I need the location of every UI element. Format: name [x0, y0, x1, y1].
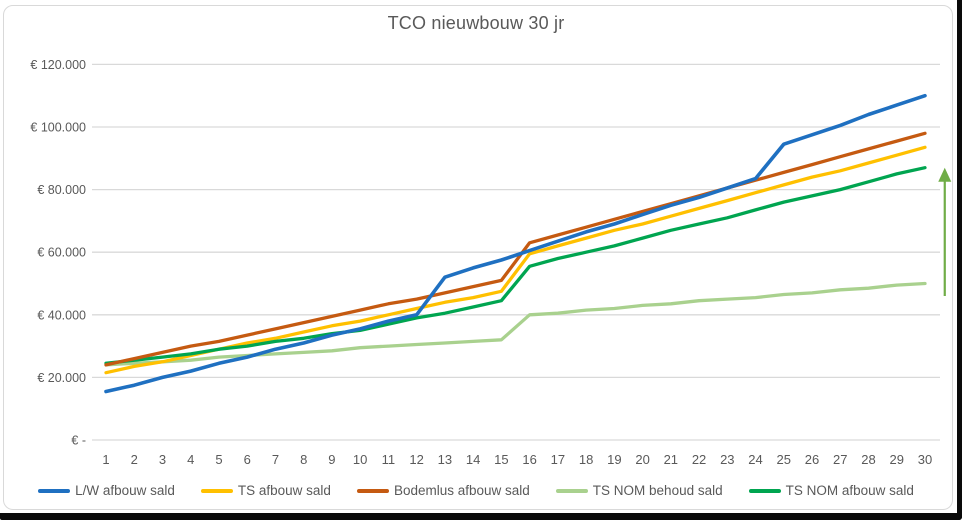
- x-axis-tick-label: 8: [300, 452, 307, 467]
- y-axis-tick-label: € 60.000: [37, 246, 86, 260]
- x-axis-tick-label: 21: [664, 452, 678, 467]
- x-axis-tick-label: 5: [215, 452, 222, 467]
- legend-label: L/W afbouw sald: [75, 483, 175, 498]
- x-axis-tick-label: 14: [466, 452, 480, 467]
- legend-item-bodemlus-afbouw: Bodemlus afbouw sald: [356, 483, 530, 498]
- chart-title: TCO nieuwbouw 30 jr: [387, 13, 565, 33]
- x-axis-tick-label: 16: [522, 452, 536, 467]
- x-axis-tick-label: 12: [409, 452, 423, 467]
- window-edge-right: [957, 0, 962, 520]
- x-axis-tick-label: 19: [607, 452, 621, 467]
- x-axis-tick-label: 9: [328, 452, 335, 467]
- legend-item-lw-afbouw: L/W afbouw sald: [38, 483, 175, 498]
- chart-legend: L/W afbouw sald TS afbouw sald Bodemlus …: [0, 483, 952, 498]
- legend-label: TS NOM afbouw sald: [785, 483, 914, 498]
- legend-label: TS afbouw sald: [237, 483, 331, 498]
- x-axis-tick-label: 1: [102, 452, 109, 467]
- y-axis-tick-label: € 20.000: [37, 371, 86, 385]
- legend-swatch-yellow-icon: [200, 488, 233, 493]
- x-axis-tick-label: 24: [748, 452, 762, 467]
- x-axis-tick-label: 2: [131, 452, 138, 467]
- x-axis-tick-label: 25: [777, 452, 791, 467]
- legend-label: TS NOM behoud sald: [592, 483, 723, 498]
- series-line-ts-afbouw-sald: [104, 145, 927, 375]
- series-line-ts-nom-behoud-sald: [104, 281, 927, 367]
- chart-canvas: € - € 20.000 € 40.000 € 60.000 € 80.000 € 100…: [30, 58, 952, 467]
- x-axis-tick-label: 15: [494, 452, 508, 467]
- series-line-l-w-afbouw-sald: [104, 93, 927, 394]
- x-axis-tick-label: 6: [244, 452, 251, 467]
- x-axis-tick-label: 22: [692, 452, 706, 467]
- x-axis-tick-label: 26: [805, 452, 819, 467]
- x-axis-tick-label: 30: [918, 452, 932, 467]
- x-axis-tick-label: 20: [635, 452, 649, 467]
- series-line-ts-nom-afbouw-sald: [104, 166, 927, 365]
- x-axis-tick-label: 27: [833, 452, 847, 467]
- y-axis-tick-label: € 40.000: [37, 308, 86, 322]
- y-axis-tick-label: € 120.000: [30, 58, 86, 72]
- legend-item-ts-afbouw: TS afbouw sald: [200, 483, 331, 498]
- x-axis-tick-label: 23: [720, 452, 734, 467]
- x-axis-tick-label: 13: [438, 452, 452, 467]
- x-axis-tick-label: 29: [890, 452, 904, 467]
- x-axis-tick-label: 3: [159, 452, 166, 467]
- x-axis-tick-label: 10: [353, 452, 367, 467]
- y-axis-tick-label: € -: [71, 434, 86, 448]
- series-line-bodemlus-afbouw-sald: [104, 131, 927, 367]
- x-axis-tick-label: 28: [861, 452, 875, 467]
- legend-swatch-green-icon: [748, 488, 781, 493]
- annotation-up-arrow-icon: [938, 167, 952, 182]
- legend-item-ts-nom-afbouw: TS NOM afbouw sald: [748, 483, 914, 498]
- legend-label: Bodemlus afbouw sald: [393, 483, 530, 498]
- legend-item-ts-nom-behoud: TS NOM behoud sald: [555, 483, 723, 498]
- y-axis-tick-label: € 100.000: [30, 121, 86, 135]
- window-edge-bottom: [0, 513, 962, 520]
- legend-swatch-brown-icon: [356, 488, 389, 493]
- x-axis-tick-label: 18: [579, 452, 593, 467]
- x-axis-tick-label: 17: [551, 452, 565, 467]
- legend-swatch-lightgreen-icon: [555, 488, 588, 493]
- x-axis-tick-label: 11: [382, 452, 396, 467]
- chart-frame: [3, 5, 953, 510]
- legend-swatch-blue-icon: [38, 488, 71, 493]
- x-axis-tick-label: 4: [187, 452, 194, 467]
- x-axis-tick-label: 7: [272, 452, 279, 467]
- y-axis-tick-label: € 80.000: [37, 183, 86, 197]
